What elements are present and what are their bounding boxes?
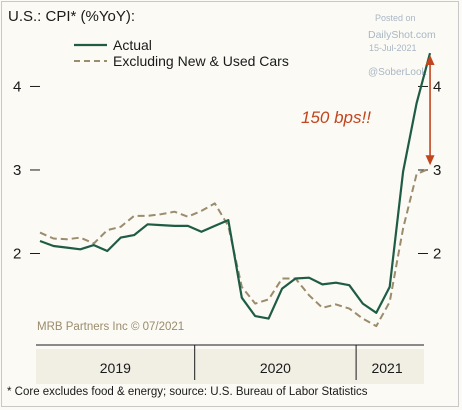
annotation: 150 bps!!: [301, 55, 435, 166]
x-axis: 2019 2020 2021: [36, 344, 424, 384]
chart-title: U.S.: CPI* (%YoY):: [8, 8, 135, 25]
y-axis: 2 2 3 3 4 4: [13, 78, 441, 262]
legend-label-ex-cars: Excluding New & Used Cars: [113, 53, 289, 69]
x-axis-band: [36, 349, 424, 384]
x-tick-label-2021: 2021: [371, 360, 402, 376]
chart-credit: MRB Partners Inc © 07/2021: [37, 321, 184, 333]
legend-label-actual: Actual: [113, 37, 152, 53]
x-tick-label-2020: 2020: [260, 360, 291, 376]
y-tick-label-right-4: 4: [433, 78, 441, 95]
x-tick-label-2019: 2019: [100, 360, 131, 376]
y-tick-label-left-2: 2: [13, 245, 21, 262]
watermark-date: 15-Jul-2021: [369, 43, 417, 53]
annotation-arrow-head-up: [425, 55, 435, 66]
watermark: Posted on DailyShot.com 15-Jul-2021 @Sob…: [368, 13, 436, 78]
y-tick-label-right-3: 3: [433, 162, 441, 179]
series-group: [39, 52, 432, 328]
watermark-site: DailyShot.com: [368, 29, 436, 41]
series-line-ex-cars: [39, 167, 431, 328]
series-line-actual: [39, 52, 432, 320]
watermark-handle: @SoberLook: [368, 67, 428, 78]
y-tick-label-left-4: 4: [13, 78, 21, 95]
annotation-label: 150 bps!!: [301, 108, 371, 127]
y-tick-label-right-2: 2: [433, 245, 441, 262]
watermark-posted-on: Posted on: [375, 13, 416, 23]
y-tick-label-left-3: 3: [13, 162, 21, 179]
annotation-arrow-head-down: [425, 155, 435, 166]
chart-footnote: * Core excludes food & energy; source: U…: [7, 386, 368, 398]
legend: Actual Excluding New & Used Cars: [74, 37, 289, 69]
